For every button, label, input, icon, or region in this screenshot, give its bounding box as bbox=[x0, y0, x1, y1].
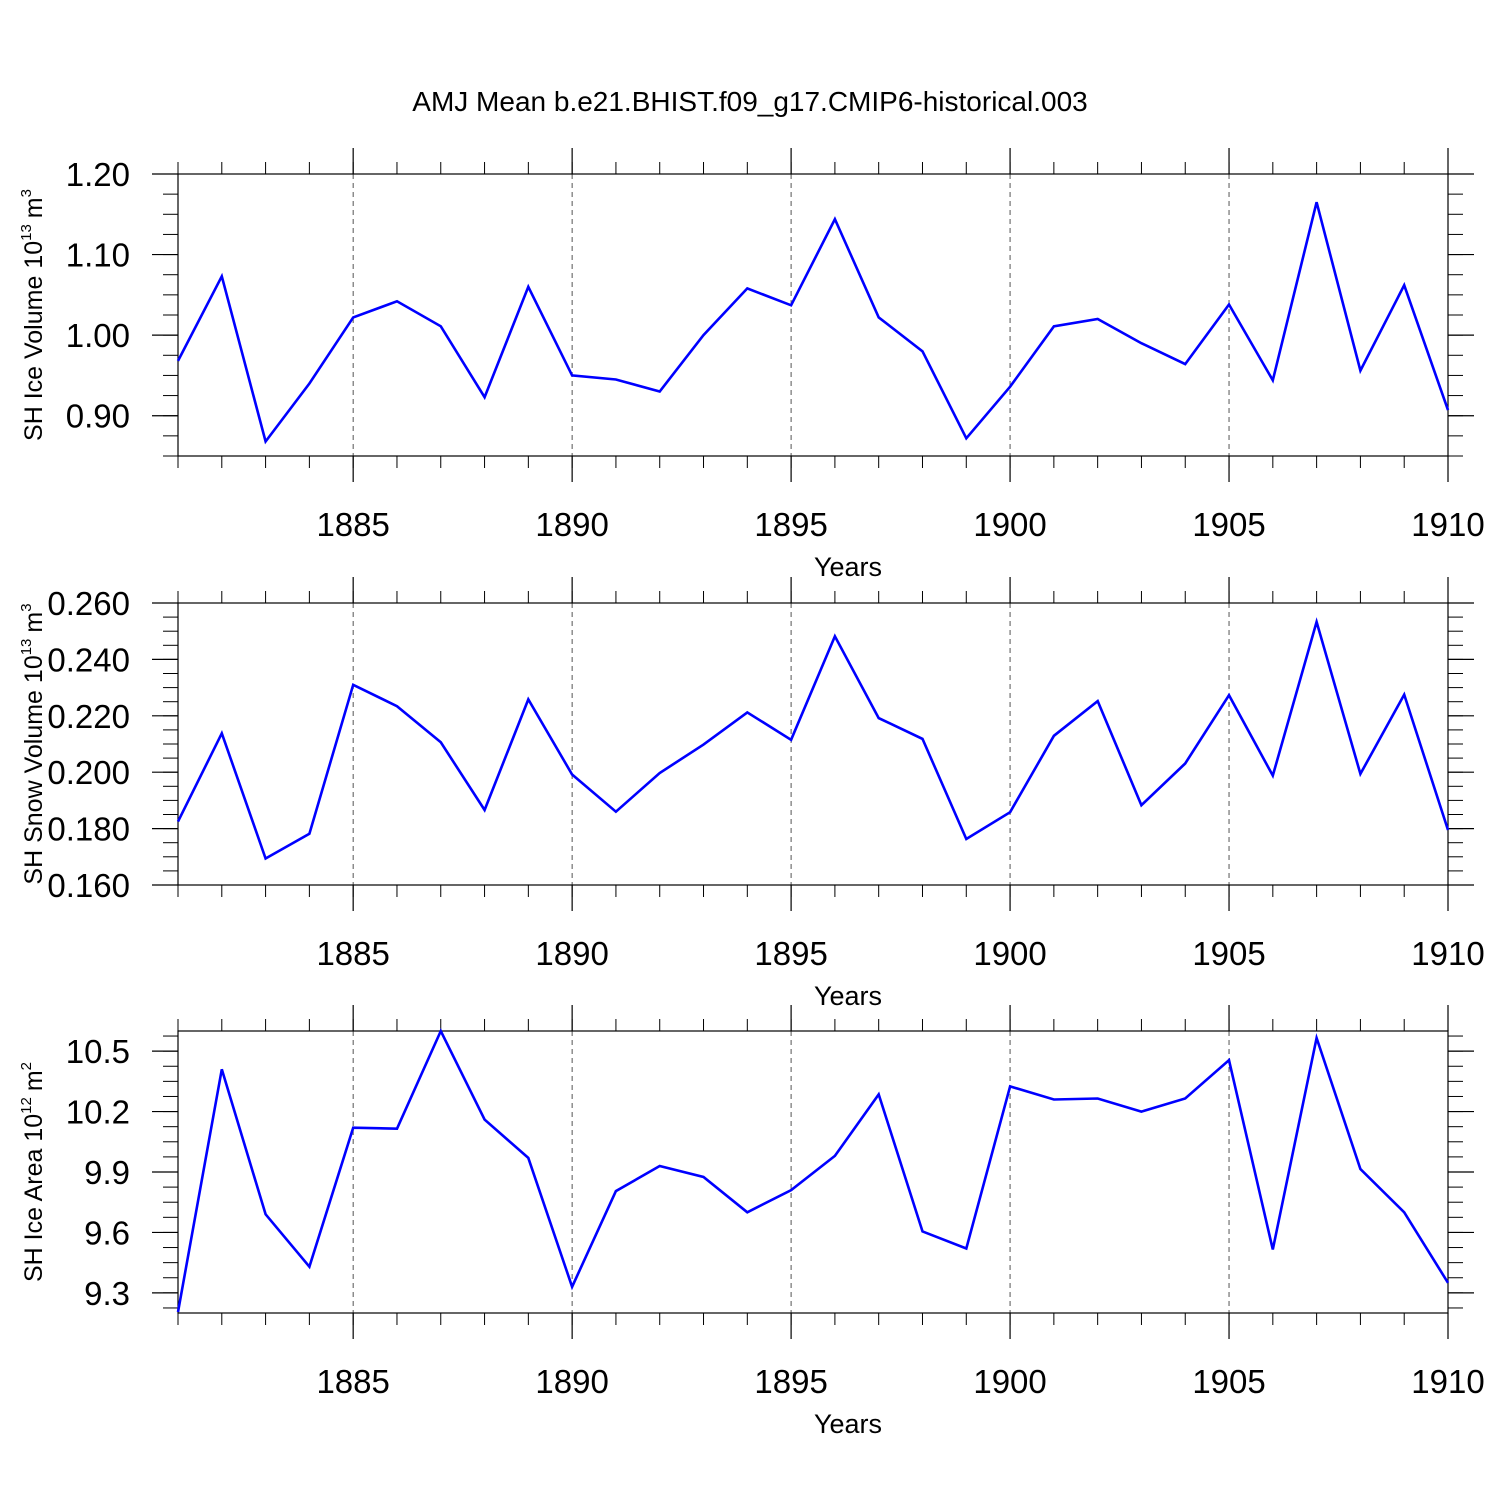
y-tick-label: 0.180 bbox=[47, 811, 130, 848]
y-tick-label: 0.90 bbox=[66, 398, 130, 435]
y-axis-title-unit: m bbox=[20, 197, 48, 218]
plot-frame bbox=[177, 602, 1449, 886]
y-axis-title: SH Snow Volume 1013 m3 bbox=[18, 603, 48, 884]
x-tick-label: 1900 bbox=[973, 935, 1046, 972]
y-axis-title-unit: m bbox=[20, 1070, 48, 1091]
x-tick-label: 1885 bbox=[316, 1363, 389, 1400]
y-axis-title-unit-exponent: 3 bbox=[18, 189, 35, 197]
y-axis-title-text: SH Ice Volume 10 bbox=[20, 241, 48, 441]
x-tick-label: 1885 bbox=[316, 935, 389, 972]
y-tick-label: 0.160 bbox=[47, 867, 130, 904]
x-tick-label: 1905 bbox=[1192, 1363, 1265, 1400]
x-tick-label: 1895 bbox=[754, 935, 827, 972]
y-axis-title: SH Ice Area 1012 m2 bbox=[18, 1062, 48, 1282]
x-axis-title: Years bbox=[814, 1409, 882, 1439]
y-tick-label: 1.20 bbox=[66, 156, 130, 193]
x-tick-label: 1895 bbox=[754, 1363, 827, 1400]
x-tick-label: 1890 bbox=[535, 935, 608, 972]
y-axis-title-exponent: 13 bbox=[18, 224, 35, 241]
y-axis-title-text: SH Snow Volume 10 bbox=[20, 655, 48, 884]
y-axis-title-text: SH Ice Area 10 bbox=[20, 1114, 48, 1282]
x-tick-label: 1910 bbox=[1411, 1363, 1484, 1400]
x-tick-label: 1905 bbox=[1192, 506, 1265, 543]
y-tick-label: 9.3 bbox=[84, 1275, 130, 1312]
chart-title: AMJ Mean b.e21.BHIST.f09_g17.CMIP6-histo… bbox=[412, 86, 1087, 117]
series-line bbox=[176, 201, 1450, 445]
y-axis-title-unit: m bbox=[20, 612, 48, 633]
x-axis-title: Years bbox=[814, 552, 882, 582]
x-tick-label: 1900 bbox=[973, 1363, 1046, 1400]
y-tick-label: 0.240 bbox=[47, 641, 130, 678]
chart-panel-1: 1885 1890 1895 1900 1905 1910 0.90 1.00 1.10 1.20… bbox=[18, 148, 1485, 582]
x-tick-label: 1910 bbox=[1411, 935, 1484, 972]
y-axis-title-exponent: 13 bbox=[18, 639, 35, 656]
chart-panel-3: 1885 1890 1895 1900 1905 1910 9.3 9.6 9.9 10.2 10.… bbox=[18, 1005, 1485, 1439]
x-tick-label: 1885 bbox=[316, 506, 389, 543]
x-tick-label: 1900 bbox=[973, 506, 1046, 543]
x-tick-label: 1890 bbox=[535, 1363, 608, 1400]
y-tick-label: 10.5 bbox=[66, 1033, 130, 1070]
x-axis-title: Years bbox=[814, 981, 882, 1011]
x-tick-label: 1910 bbox=[1411, 506, 1484, 543]
y-tick-label: 9.6 bbox=[84, 1214, 130, 1251]
panels: 1885 1890 1895 1900 1905 1910 0.90 1.00 1.10 1.20… bbox=[18, 148, 1485, 1439]
x-tick-label: 1895 bbox=[754, 506, 827, 543]
y-tick-label: 9.9 bbox=[84, 1154, 130, 1191]
y-tick-label: 0.260 bbox=[47, 585, 130, 622]
series-line bbox=[176, 617, 1450, 861]
y-axis-title-unit-exponent: 3 bbox=[18, 603, 35, 611]
y-tick-label: 0.200 bbox=[47, 754, 130, 791]
y-tick-label: 0.220 bbox=[47, 698, 130, 735]
plot-frame bbox=[177, 173, 1449, 457]
y-axis-title-unit-exponent: 2 bbox=[18, 1062, 35, 1070]
x-tick-label: 1890 bbox=[535, 506, 608, 543]
y-axis-title-exponent: 12 bbox=[18, 1097, 35, 1114]
y-tick-label: 1.10 bbox=[66, 237, 130, 274]
y-axis-title: SH Ice Volume 1013 m3 bbox=[18, 189, 48, 441]
series-line bbox=[176, 1027, 1450, 1313]
x-tick-label: 1905 bbox=[1192, 935, 1265, 972]
chart-panel-2: 1885 1890 1895 1900 1905 1910 0.160 0.180 0.200 0… bbox=[18, 577, 1485, 1011]
y-tick-label: 1.00 bbox=[66, 317, 130, 354]
plot-frame bbox=[177, 1030, 1449, 1314]
y-tick-label: 10.2 bbox=[66, 1094, 130, 1131]
